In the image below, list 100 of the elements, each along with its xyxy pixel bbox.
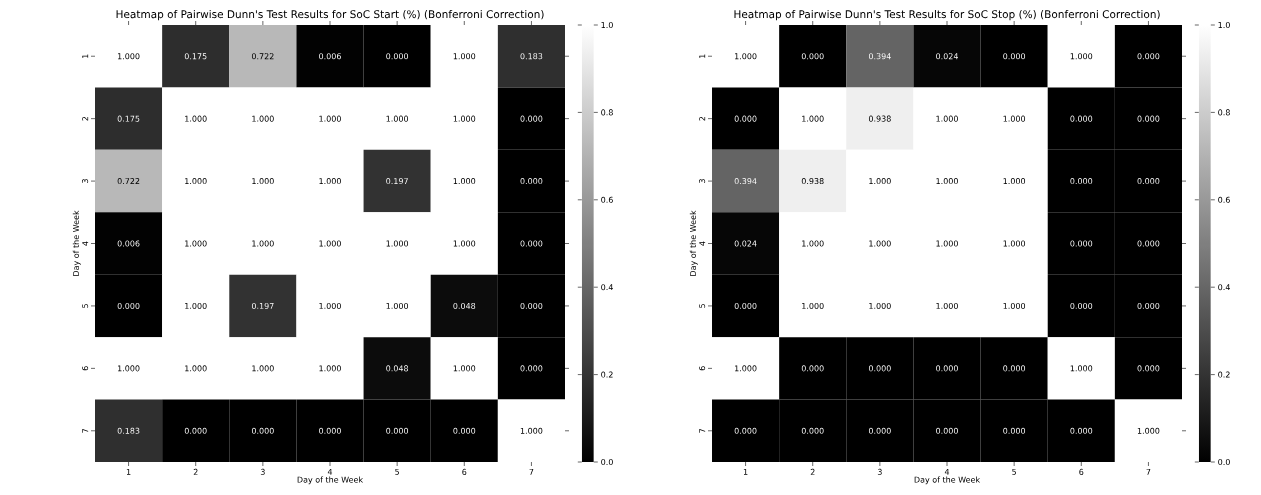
- color-bar-label: 0.4: [1218, 284, 1230, 291]
- y-tick-label: 3: [699, 179, 706, 184]
- data-label: 0.000: [520, 115, 543, 122]
- chart-title: Heatmap of Pairwise Dunn's Test Results for SoC Stop (%) (Bonferroni Correction): [734, 10, 1160, 21]
- data-label: 1.000: [936, 115, 958, 122]
- y-tick-label: 4: [699, 241, 706, 246]
- data-label: 0.000: [1070, 427, 1093, 434]
- x-tick-label: 3: [877, 468, 882, 475]
- color-bar-label: 0.6: [601, 196, 613, 203]
- data-label: 0.000: [453, 427, 476, 434]
- y-tick-label: 6: [699, 366, 706, 371]
- x-tick-label: 7: [529, 468, 534, 475]
- data-label: 0.000: [319, 427, 341, 434]
- data-label: 0.000: [1137, 240, 1160, 247]
- x-tick-label: 2: [810, 468, 815, 475]
- data-label: 0.000: [1137, 365, 1160, 372]
- data-label: 0.000: [801, 365, 824, 372]
- data-label: 0.394: [734, 178, 757, 185]
- data-label: 0.000: [1070, 240, 1093, 247]
- data-label: 1.000: [319, 178, 341, 185]
- y-tick-label: 3: [82, 179, 89, 184]
- chart-title: Heatmap of Pairwise Dunn's Test Results for SoC Start (%) (Bonferroni Correction): [116, 10, 544, 21]
- data-label: 1.000: [453, 240, 476, 247]
- x-tick-label: 4: [327, 468, 333, 475]
- data-label: 1.000: [252, 365, 274, 372]
- y-tick-label: 7: [82, 428, 89, 433]
- data-label: 0.006: [319, 53, 341, 60]
- x-tick-label: 4: [944, 468, 950, 475]
- data-label: 1.000: [735, 365, 757, 372]
- color-bar-label: 0.0: [1218, 458, 1230, 466]
- data-label: 0.024: [936, 53, 959, 60]
- y-tick-label: 6: [82, 366, 89, 371]
- data-label: 0.197: [386, 178, 408, 185]
- y-tick-label: 4: [82, 241, 89, 246]
- x-tick-label: 6: [462, 468, 467, 475]
- y-tick-label: 2: [699, 116, 706, 121]
- data-label: 1.000: [185, 302, 207, 309]
- color-bar-label: 0.8: [1218, 109, 1230, 116]
- data-label: 1.000: [386, 115, 409, 122]
- data-label: 0.000: [1003, 427, 1026, 434]
- data-label: 1.000: [319, 302, 341, 309]
- data-label: 1.000: [319, 240, 341, 247]
- data-label: 0.000: [1070, 115, 1093, 122]
- data-label: 1.000: [453, 365, 476, 372]
- data-label: 1.000: [319, 365, 341, 372]
- data-label: 0.183: [117, 427, 140, 434]
- color-bar-label: 0.0: [601, 458, 613, 466]
- data-label: 1.000: [802, 240, 824, 247]
- data-label: 1.000: [386, 240, 409, 247]
- x-tick-label: 7: [1146, 468, 1151, 475]
- y-axis-title: Day of the Week: [72, 210, 81, 276]
- data-label: 0.000: [868, 427, 891, 434]
- x-tick-label: 5: [395, 468, 399, 475]
- data-label: 1.000: [1070, 53, 1093, 60]
- data-label: 1.000: [869, 302, 891, 309]
- data-label: 1.000: [252, 178, 274, 185]
- x-tick-label: 1: [743, 468, 748, 475]
- data-label: 0.024: [734, 240, 757, 247]
- data-label: 1.000: [386, 302, 409, 309]
- data-label: 0.000: [868, 365, 891, 372]
- data-label: 0.000: [1137, 53, 1160, 60]
- data-label: 0.000: [734, 115, 757, 122]
- data-label: 0.000: [936, 427, 958, 434]
- x-axis-title: Day of the Week: [914, 476, 981, 485]
- data-label: 0.722: [117, 178, 140, 185]
- data-label: 1.000: [520, 427, 543, 434]
- data-label: 1.000: [252, 115, 274, 122]
- y-tick-label: 1: [699, 54, 706, 58]
- data-label: 0.000: [1070, 178, 1093, 185]
- color-bar-label: 1.0: [601, 21, 613, 29]
- x-tick-label: 6: [1079, 468, 1084, 475]
- data-label: 1.000: [118, 53, 140, 60]
- data-label: 0.000: [520, 365, 543, 372]
- data-label: 0.000: [117, 302, 140, 309]
- y-tick-label: 5: [699, 304, 706, 308]
- data-label: 1.000: [869, 240, 891, 247]
- x-axis-title: Day of the Week: [297, 476, 364, 485]
- data-label: 1.000: [1070, 365, 1093, 372]
- color-bar-label: 0.6: [1218, 196, 1230, 203]
- x-tick-label: 5: [1012, 468, 1016, 475]
- data-label: 1.000: [185, 365, 207, 372]
- data-label: 0.000: [801, 427, 824, 434]
- data-label: 0.183: [520, 53, 543, 60]
- data-label: 0.000: [251, 427, 274, 434]
- data-label: 1.000: [936, 302, 958, 309]
- data-label: 1.000: [1137, 427, 1160, 434]
- data-label: 1.000: [252, 240, 274, 247]
- y-tick-label: 2: [82, 116, 89, 121]
- y-tick-label: 7: [699, 428, 706, 433]
- data-label: 0.048: [386, 365, 409, 372]
- data-label: 0.000: [936, 365, 958, 372]
- data-label: 0.938: [868, 115, 891, 122]
- data-label: 0.000: [386, 427, 409, 434]
- data-label: 1.000: [185, 178, 207, 185]
- data-label: 0.197: [251, 302, 274, 309]
- data-label: 0.394: [868, 53, 891, 60]
- data-label: 1.000: [185, 240, 207, 247]
- data-label: 1.000: [1003, 240, 1026, 247]
- data-label: 0.000: [1003, 365, 1026, 372]
- data-label: 0.000: [734, 427, 757, 434]
